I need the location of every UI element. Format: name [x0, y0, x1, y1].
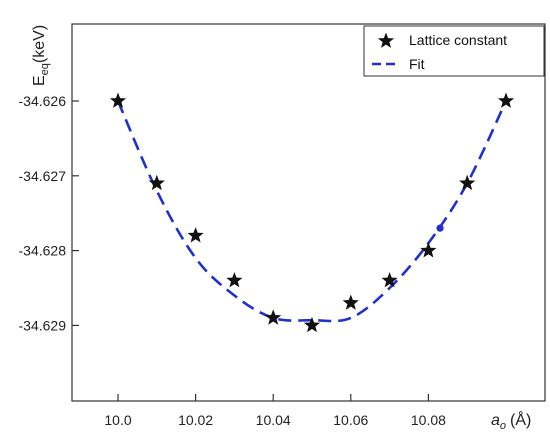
fit-curve [116, 100, 508, 323]
y-tick-label: -34.629 [19, 317, 67, 333]
legend-marker-lattice-constant [377, 32, 395, 48]
legend-label-fit: Fit [409, 56, 425, 72]
y-axis: -34.626 -34.627 -34.628 -34.629 [19, 93, 79, 333]
y-tick-label: -34.627 [19, 168, 67, 184]
x-tick-label: 10.04 [256, 412, 291, 428]
data-point-star [342, 294, 359, 310]
x-axis-label-unit: (Å) [510, 410, 531, 429]
y-axis-label-unit: (keV) [31, 25, 48, 63]
y-tick-label: -34.626 [19, 93, 67, 109]
y-tick-label: -34.628 [19, 243, 67, 259]
data-point-star [226, 272, 243, 288]
legend-label-lattice-constant: Lattice constant [409, 32, 507, 48]
x-axis-label: ao (Å) [491, 410, 531, 432]
x-axis-label-main: a [491, 412, 500, 429]
data-point-star [459, 174, 476, 191]
data-markers [109, 92, 515, 333]
x-tick-label: 10.06 [333, 412, 368, 428]
y-axis-label-main: E [31, 75, 48, 86]
x-axis-label-sub: o [500, 420, 506, 432]
legend-box [363, 25, 545, 77]
highlight-dot [436, 224, 444, 232]
data-point-star [381, 272, 398, 288]
data-point-star [109, 92, 127, 108]
x-tick-label: 10.08 [411, 412, 446, 428]
data-point-star [148, 174, 165, 191]
x-axis: 10.0 10.02 10.04 10.06 10.08 [104, 394, 446, 428]
data-point-star [420, 242, 437, 258]
y-axis-label: Eeq(keV) [31, 25, 51, 86]
legend: Lattice constant Fit [363, 25, 545, 77]
x-tick-label: 10.0 [104, 412, 131, 428]
data-point-star [303, 316, 321, 333]
data-point-star [497, 92, 515, 108]
plot-frame [71, 23, 546, 402]
data-point-star [187, 227, 204, 243]
annotation-layer [436, 224, 444, 232]
data-point-star [265, 309, 282, 325]
x-tick-label: 10.02 [178, 412, 213, 428]
y-axis-label-sub: eq [39, 63, 51, 75]
